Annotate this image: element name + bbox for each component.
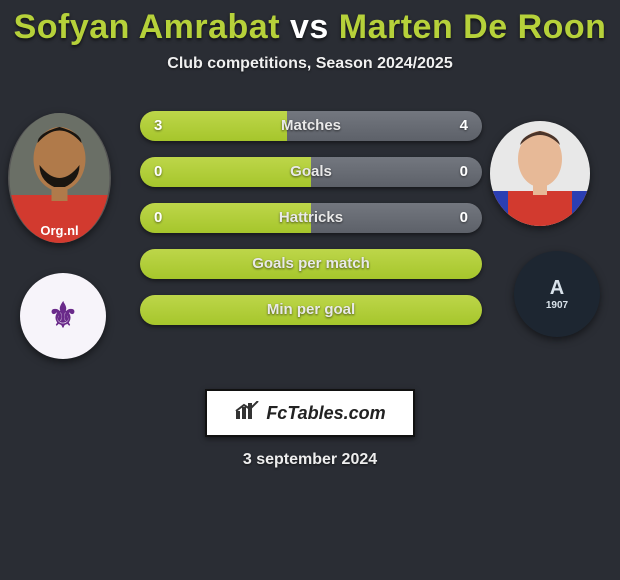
stat-row: Matches3 4 — [140, 111, 482, 141]
chart-icon — [234, 401, 262, 426]
stat-label: Hattricks — [140, 203, 482, 233]
subtitle: Club competitions, Season 2024/2025 — [0, 55, 620, 73]
player2-avatar-svg — [490, 121, 590, 226]
stat-bars: Matches34Goals00Hattricks00Goals per mat… — [140, 111, 482, 341]
stat-row: Goals0 0 — [140, 157, 482, 187]
svg-text:Org.nl: Org.nl — [40, 223, 78, 238]
player2-avatar — [490, 121, 590, 226]
stat-value-left: 3 — [140, 111, 176, 141]
stat-value-left: 0 — [140, 157, 176, 187]
player1-avatar-svg: Org.nl — [8, 113, 111, 243]
footer-date: 3 september 2024 — [0, 451, 620, 469]
vs-text: vs — [290, 8, 339, 46]
fctables-logo: FcTables.com — [205, 389, 415, 437]
stat-value-left: 0 — [140, 203, 176, 233]
stat-row: Min per goal — [140, 295, 482, 325]
stat-value-right: 4 — [446, 111, 482, 141]
club1-crest-icon: ⚜ — [20, 273, 106, 359]
player1-avatar: Org.nl — [8, 113, 111, 243]
club2-initial: A — [550, 277, 564, 300]
stat-value-right: 0 — [446, 203, 482, 233]
club2-crest-icon: A 1907 — [514, 251, 600, 337]
player1-name: Sofyan Amrabat — [14, 8, 280, 46]
logo-text: FcTables.com — [266, 403, 385, 424]
stat-label: Matches — [140, 111, 482, 141]
club1-crest: ⚜ — [20, 273, 106, 359]
stat-row: Goals per match — [140, 249, 482, 279]
stat-label: Goals per match — [140, 249, 482, 279]
stat-row: Hattricks0 0 — [140, 203, 482, 233]
main-area: Org.nl ⚜ A — [0, 103, 620, 383]
comparison-card: Sofyan Amrabat vs Marten De Roon Club co… — [0, 0, 620, 469]
stat-value-right: 0 — [446, 157, 482, 187]
club2-crest: A 1907 — [514, 251, 600, 337]
player2-name: Marten De Roon — [339, 8, 607, 46]
stat-label: Goals — [140, 157, 482, 187]
stat-label: Min per goal — [140, 295, 482, 325]
club2-year: 1907 — [546, 300, 568, 311]
page-title: Sofyan Amrabat vs Marten De Roon — [0, 0, 620, 47]
